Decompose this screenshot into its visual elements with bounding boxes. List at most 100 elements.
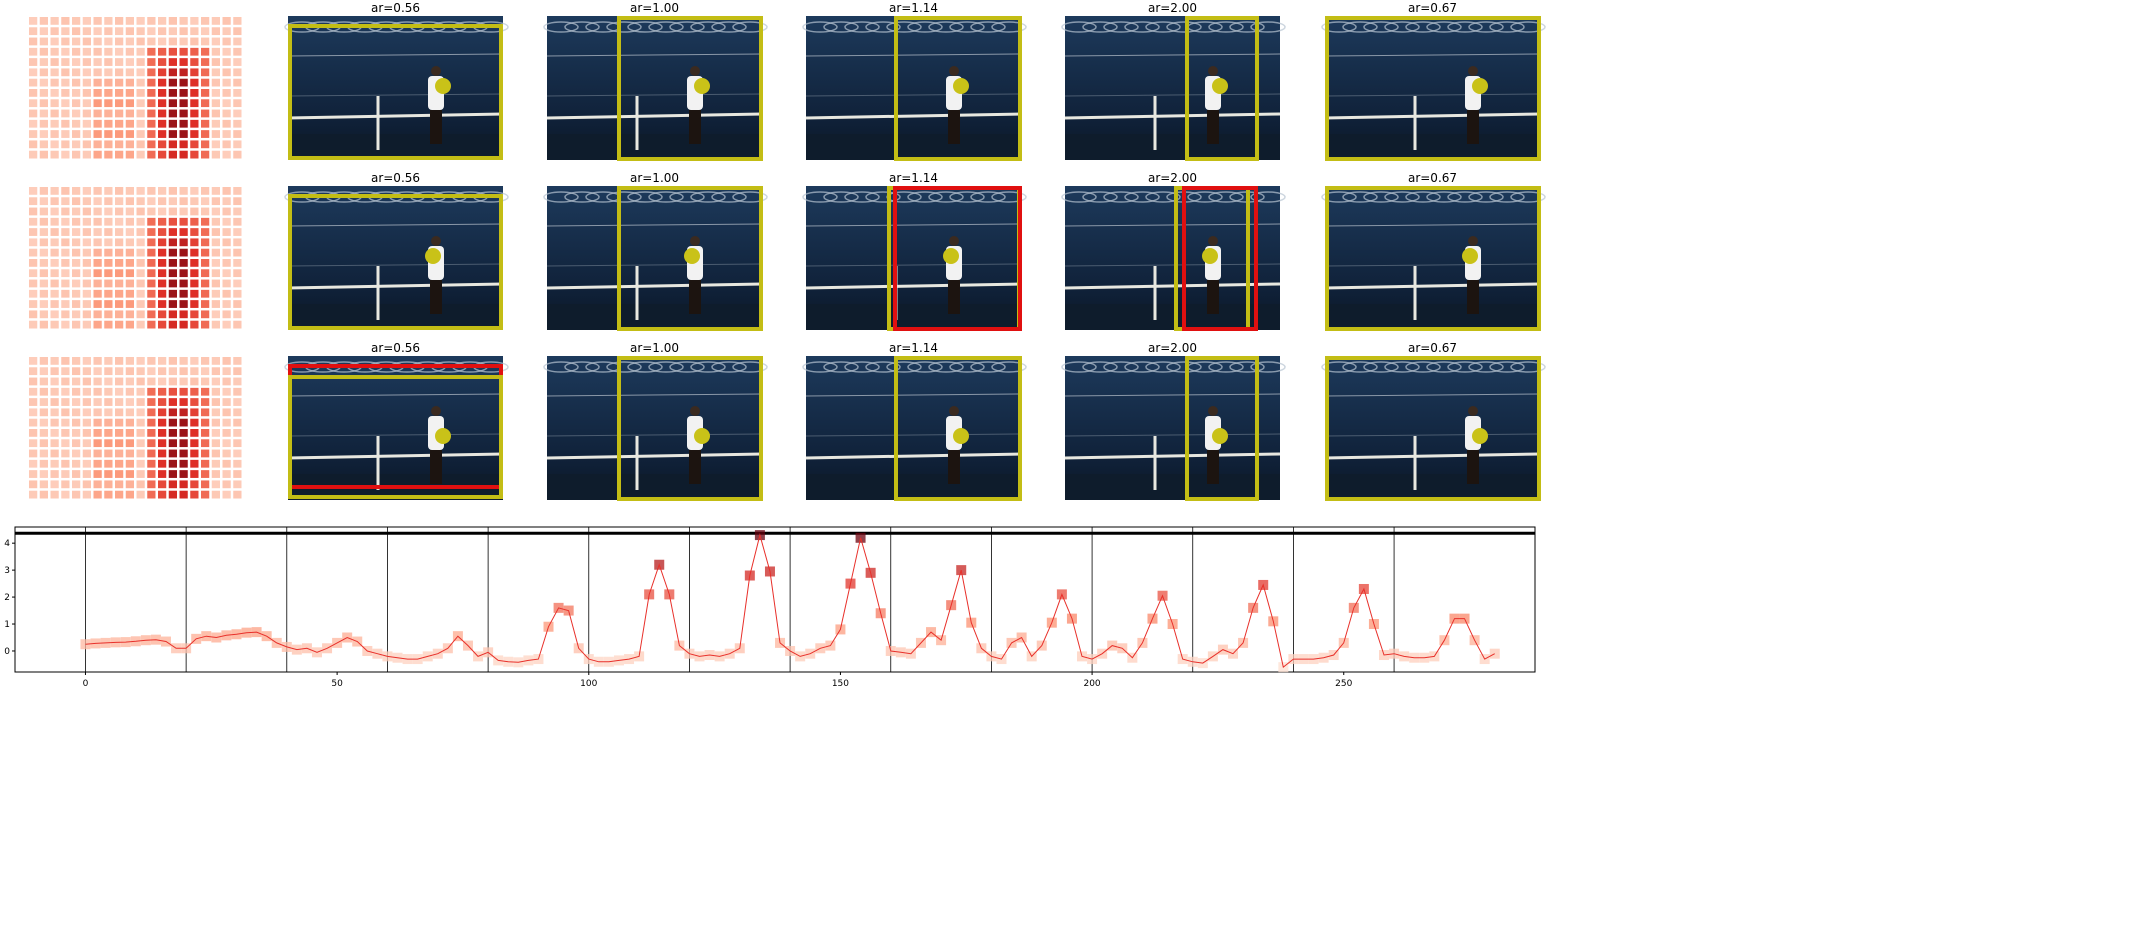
heatmap-cell: [158, 320, 167, 329]
heatmap-cell: [115, 207, 124, 216]
heatmap-cell: [211, 109, 220, 118]
x-tick-label: 250: [1335, 679, 1352, 689]
heatmap-cell: [136, 418, 145, 427]
heatmap-cell: [211, 387, 220, 396]
heatmap-cell: [233, 248, 242, 257]
heatmap-cell: [115, 470, 124, 478]
heatmap-cell: [158, 289, 167, 298]
heatmap-cell: [233, 130, 242, 138]
ring: [844, 21, 880, 33]
heatmap-cell: [61, 99, 70, 108]
heatmap-cell: [72, 439, 81, 448]
heatmap-cell: [29, 289, 38, 298]
heatmap-cell: [61, 429, 70, 437]
heatmap-cell: [61, 58, 70, 66]
heatmap-cell: [136, 367, 145, 376]
heatmap-cell: [158, 387, 167, 396]
heatmap-cell: [201, 310, 210, 319]
player-head: [1468, 406, 1478, 416]
heatmap-cell: [190, 377, 199, 386]
heatmap-cell: [61, 119, 70, 128]
heatmap-cell: [125, 408, 134, 417]
crop-box: [288, 375, 503, 499]
heatmap-cell: [147, 449, 156, 458]
heatmap-cell: [39, 78, 48, 87]
heatmap-cell: [82, 150, 91, 159]
marker: [1489, 648, 1500, 659]
heatmap-cell: [158, 150, 167, 159]
heatmap-cell: [115, 377, 124, 386]
heatmap-cell: [61, 37, 70, 46]
crop-box: [617, 186, 763, 331]
panel-title: ar=1.14: [889, 341, 938, 355]
heatmap-cell: [147, 408, 156, 417]
heatmap-cell: [190, 68, 199, 77]
rail: [805, 282, 1022, 290]
heatmap-cell: [222, 377, 231, 386]
heatmap-cell: [158, 300, 167, 308]
x-tick-label: 200: [1083, 679, 1100, 689]
heatmap-cell: [222, 367, 231, 376]
heatmap-cell: [93, 490, 102, 499]
heatmap-cell: [158, 439, 167, 448]
heatmap-cell: [201, 78, 210, 87]
heatmap-cell: [115, 17, 124, 25]
heatmap-cell: [82, 357, 91, 365]
heatmap-cell: [93, 300, 102, 308]
heatmap-cell: [168, 279, 177, 288]
rail-thin: [805, 53, 1022, 57]
heatmap-cell: [168, 217, 177, 226]
heatmap-cell: [61, 228, 70, 236]
heatmap-cell: [233, 140, 242, 149]
heatmap-cell: [72, 17, 81, 25]
ring: [1342, 21, 1378, 33]
heatmap: [29, 17, 242, 159]
heatmap-cell: [190, 119, 199, 128]
rail: [287, 112, 504, 120]
heatmap-cell: [179, 78, 188, 87]
heatmap-cell: [50, 58, 59, 66]
heatmap-cell: [82, 320, 91, 329]
heatmap-cell: [168, 300, 177, 308]
heatmap-cell: [50, 300, 59, 308]
heatmap-cell: [125, 279, 134, 288]
player-legs: [430, 110, 442, 144]
ring: [1510, 191, 1546, 203]
heatmap-cell: [211, 367, 220, 376]
heatmap-cell: [233, 119, 242, 128]
heatmap-cell: [82, 78, 91, 87]
ring: [1229, 361, 1265, 373]
x-tick-label: 50: [331, 679, 343, 689]
heatmap-cell: [82, 238, 91, 247]
rail-mid: [1064, 93, 1281, 97]
ball: [684, 248, 700, 264]
heatmap-cell: [125, 289, 134, 298]
heatmap-cell: [50, 377, 59, 386]
heatmap-cell: [168, 197, 177, 206]
heatmap-cell: [50, 27, 59, 36]
heatmap-cell: [168, 459, 177, 468]
heatmap-cell: [93, 449, 102, 458]
ring: [1468, 21, 1504, 33]
ring: [802, 361, 838, 373]
heatmap-cell: [115, 119, 124, 128]
heatmap-cell: [82, 17, 91, 25]
heatmap-cell: [136, 17, 145, 25]
heatmap-cell: [61, 238, 70, 247]
player-head: [690, 236, 700, 246]
heatmap-cell: [115, 47, 124, 56]
heatmap-cell: [179, 429, 188, 437]
heatmap-cell: [233, 470, 242, 478]
heatmap-cell: [39, 109, 48, 118]
heatmap-cell: [125, 207, 134, 216]
heatmap-cell: [136, 187, 145, 195]
heatmap-cell: [104, 259, 113, 267]
x-tick-label: 100: [580, 679, 597, 689]
heatmap-cell: [93, 207, 102, 216]
heatmap-cell: [168, 387, 177, 396]
heatmap-cell: [222, 490, 231, 499]
heatmap-cell: [222, 228, 231, 236]
heatmap-cell: [179, 47, 188, 56]
y-tick-label: 4: [4, 539, 10, 549]
ring: [1187, 191, 1223, 203]
